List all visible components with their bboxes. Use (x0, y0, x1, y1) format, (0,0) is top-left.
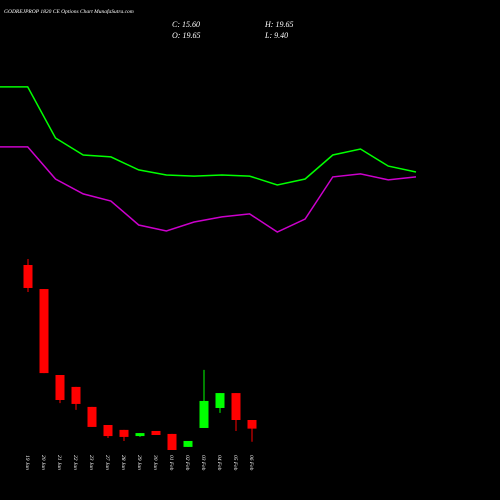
x-tick-label: 04 Feb (216, 455, 223, 471)
indicator-line (0, 86, 417, 186)
x-tick-label: 01 Feb (168, 455, 174, 471)
candle-body (103, 425, 113, 437)
candle-body (71, 386, 81, 404)
indicator-line (0, 146, 417, 233)
x-tick-label: 02 Feb (184, 455, 190, 471)
x-tick-label: 06 Feb (248, 455, 254, 471)
low-label: L: 9.40 (264, 31, 288, 40)
candle-body (119, 429, 129, 437)
high-label: H: 19.65 (264, 20, 293, 29)
x-tick-label: 27 Jan (104, 455, 110, 470)
x-tick-label: 22 Jan (72, 455, 78, 470)
x-tick-label: 29 Jan (136, 455, 142, 470)
x-tick-label: 23 Jan (88, 455, 94, 470)
candle-body (167, 433, 177, 450)
candle-body (183, 440, 193, 447)
x-tick-label: 20 Jan (40, 455, 46, 470)
candle-body (231, 393, 241, 420)
candle-body (87, 406, 97, 427)
candle-body (215, 393, 225, 408)
x-tick-label: 30 Jan (152, 454, 158, 470)
candle-body (151, 430, 161, 435)
x-tick-label: 19 Jan (24, 455, 30, 470)
candle-body (39, 289, 49, 374)
close-label: C: 15.60 (172, 20, 200, 29)
candle-body (55, 375, 65, 400)
candle-body (199, 400, 209, 428)
x-tick-label: 03 Feb (200, 455, 206, 471)
x-tick-label: 05 Feb (232, 455, 238, 471)
candle-body (247, 420, 257, 429)
chart-title: GODREJPROP 1820 CE Options Chart MunafaS… (4, 8, 134, 15)
open-label: O: 19.65 (172, 31, 200, 40)
candle-body (23, 265, 33, 288)
x-tick-label: 21 Jan (56, 455, 62, 470)
x-tick-label: 28 Jan (120, 455, 126, 470)
candle-body (135, 433, 145, 437)
